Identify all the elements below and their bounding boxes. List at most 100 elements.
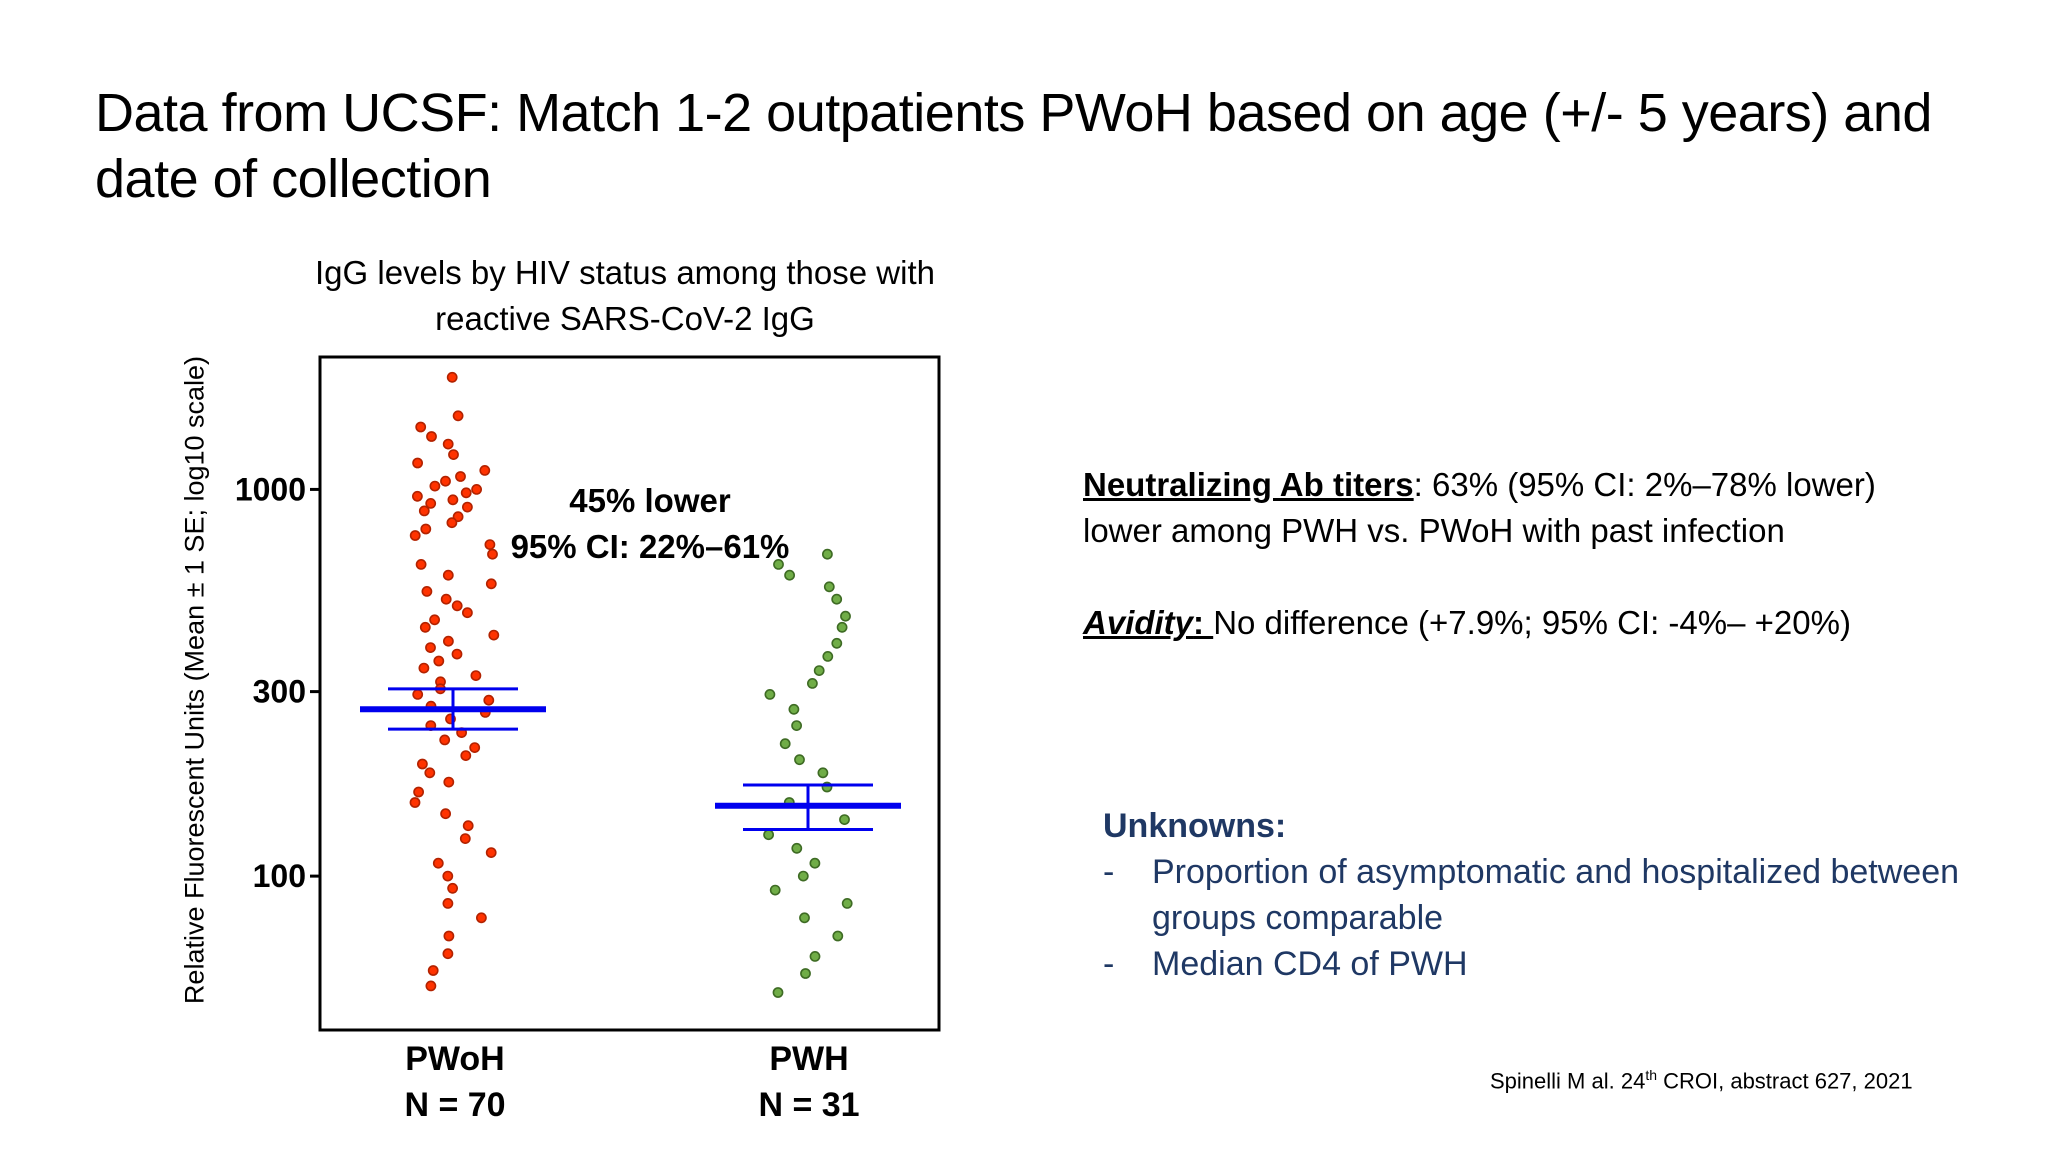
- avidity-text: No difference (+7.9%; 95% CI: -4%– +20%): [1213, 604, 1851, 641]
- pwoh-point: [442, 898, 454, 909]
- pwh-point: [807, 678, 818, 689]
- pwoh-point: [429, 614, 440, 626]
- pwh-point: [773, 559, 784, 570]
- pwoh-point: [412, 689, 424, 700]
- unknown-item-text: Proportion of asymptomatic and hospitali…: [1152, 853, 1960, 937]
- pwoh-point: [475, 912, 487, 924]
- pwoh-point: [479, 464, 491, 476]
- pwh-point: [813, 665, 825, 676]
- pwoh-point: [447, 882, 458, 894]
- pwoh-point: [488, 629, 500, 641]
- list-dash: -: [1103, 853, 1115, 891]
- pwoh-point: [415, 559, 427, 570]
- plot-frame: [318, 355, 941, 1032]
- pwoh-point: [425, 497, 437, 509]
- pwoh-point: [443, 930, 455, 942]
- pwoh-point: [439, 734, 451, 746]
- group-name-pwh: PWH: [769, 1040, 849, 1078]
- pwoh-point: [485, 578, 497, 590]
- pwoh-point: [416, 758, 428, 770]
- group-n-pwh: N = 31: [758, 1086, 860, 1124]
- pwoh-point: [442, 870, 454, 882]
- unknown-item-text: Median CD4 of PWH: [1152, 945, 1468, 983]
- y-tick-label: 100: [253, 858, 306, 894]
- pwoh-point: [409, 797, 421, 808]
- y-tick-label: 300: [253, 674, 306, 710]
- citation: Spinelli M al. 24th CROI, abstract 627, …: [1490, 1060, 2010, 1096]
- mean-se-markers: [360, 687, 901, 831]
- pwoh-point: [461, 607, 473, 619]
- pwh-point: [764, 689, 776, 700]
- difference-annotation: 45% lower 95% CI: 22%–61%: [470, 478, 830, 570]
- pwoh-point: [433, 655, 445, 667]
- pwoh-point: [442, 569, 454, 581]
- pwh-point: [791, 842, 803, 854]
- pwoh-point: [460, 487, 472, 499]
- pwoh-point: [448, 449, 459, 460]
- pwoh-point: [446, 371, 458, 383]
- list-item: - Proportion of asymptomatic and hospital…: [1103, 849, 2003, 941]
- nab-finding: Neutralizing Ab titers: 63% (95% CI: 2%–…: [1083, 462, 1983, 508]
- pwoh-point: [412, 457, 423, 469]
- group-n-pwoh: N = 70: [404, 1086, 506, 1124]
- pwh-point: [840, 610, 851, 622]
- pwoh-point: [443, 776, 455, 788]
- citation-rest: CROI, abstract 627, 2021: [1657, 1068, 1913, 1094]
- pwoh-point: [425, 980, 437, 992]
- pwoh-point: [440, 593, 452, 605]
- pwoh-point: [420, 523, 432, 535]
- pwoh-point: [451, 648, 463, 660]
- pwh-point: [822, 651, 834, 662]
- pwoh-point: [485, 847, 497, 858]
- pwoh-point: [446, 517, 458, 529]
- pwh-point: [779, 738, 791, 750]
- pwoh-point: [440, 475, 451, 487]
- pwoh-point: [484, 539, 496, 550]
- citation-author: Spinelli M al. 24: [1490, 1068, 1646, 1094]
- pwoh-point: [487, 548, 498, 560]
- pwoh-point: [452, 410, 464, 422]
- y-tick-label: 1000: [235, 471, 306, 507]
- pwh-point: [788, 703, 800, 715]
- avidity-finding: Avidity: No difference (+7.9%; 95% CI: -…: [1083, 600, 1983, 646]
- nab-text: : 63% (95% CI: 2%–78% lower): [1413, 466, 1876, 503]
- pwh-point: [769, 884, 781, 896]
- unknowns-list: - Proportion of asymptomatic and hospital…: [1103, 849, 2003, 987]
- data-points: [409, 371, 853, 998]
- avidity-colon: :: [1193, 604, 1214, 641]
- pwoh-point: [451, 600, 463, 612]
- pwoh-point: [415, 421, 427, 433]
- pwh-point: [817, 767, 829, 779]
- pwoh-point: [455, 471, 466, 482]
- pwoh-point: [471, 483, 482, 495]
- pwoh-point: [419, 621, 431, 633]
- pwoh-point: [421, 586, 433, 597]
- pwoh-point: [442, 635, 454, 647]
- pwh-point: [836, 621, 848, 633]
- pwh-point: [832, 930, 844, 942]
- pwoh-point: [483, 694, 495, 706]
- pwoh-point: [470, 670, 482, 681]
- unknowns-box: Unknowns: - Proportion of asymptomatic an…: [1103, 803, 2003, 987]
- slide-title: Data from UCSF: Match 1-2 outpatients PW…: [95, 83, 1932, 209]
- pwoh-point: [424, 767, 436, 779]
- pwh-point: [772, 987, 784, 998]
- pwh-point: [839, 814, 850, 825]
- pwh-point: [831, 593, 843, 605]
- pwoh-point: [418, 505, 430, 517]
- findings-text: Neutralizing Ab titers: 63% (95% CI: 2%–…: [1083, 462, 1983, 646]
- pwoh-point: [425, 642, 436, 653]
- pwoh-point: [461, 501, 473, 513]
- citation-superscript: th: [1645, 1067, 1657, 1083]
- pwoh-point: [413, 786, 424, 798]
- nab-label: Neutralizing Ab titers: [1083, 466, 1414, 503]
- annotation-line1: 45% lower: [569, 482, 731, 519]
- pwh-point: [822, 548, 833, 560]
- pwoh-point: [469, 742, 481, 753]
- pwh-point: [794, 754, 805, 766]
- pwoh-point: [442, 438, 454, 450]
- pwh-point: [809, 857, 821, 869]
- y-axis: 100 300 1000: [235, 471, 320, 894]
- pwh-point: [791, 720, 802, 731]
